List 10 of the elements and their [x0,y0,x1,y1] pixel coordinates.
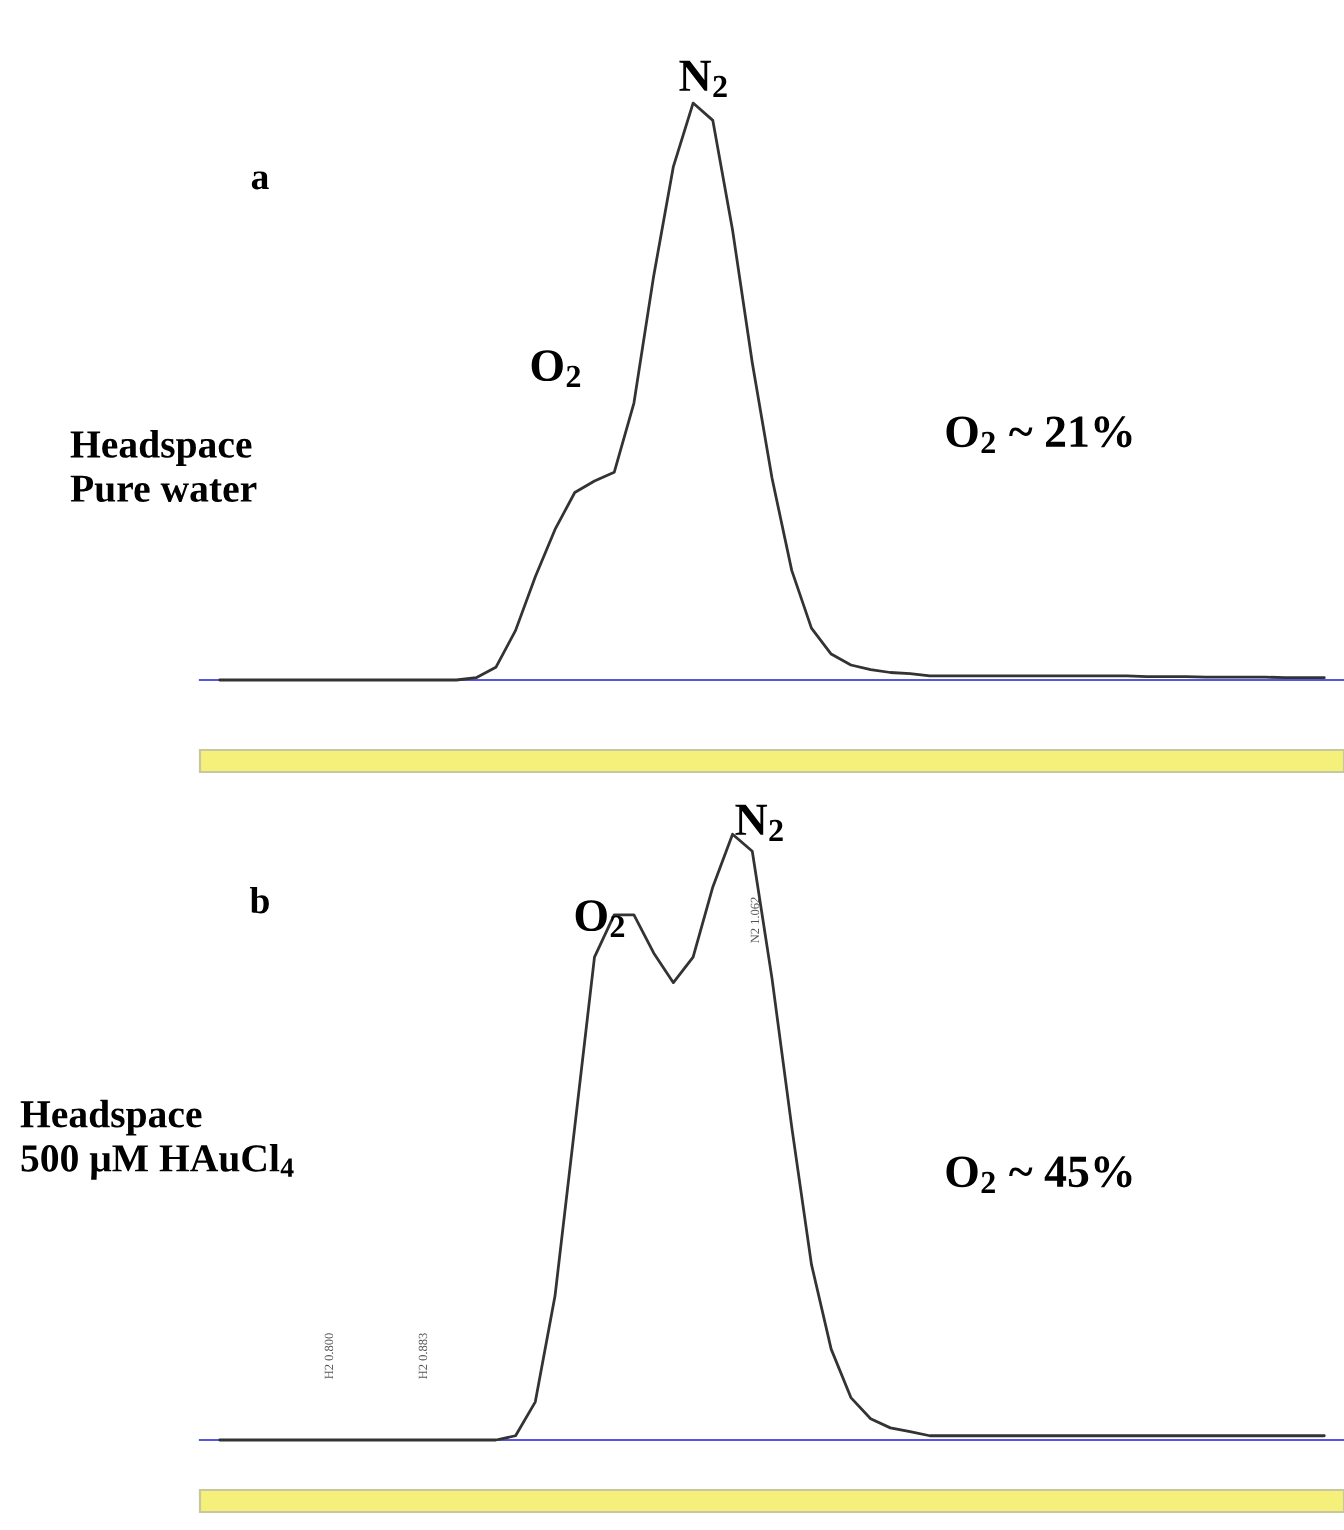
annotation: O$_{2}$ [531,350,581,387]
annotation: N$_{2}$ [735,804,783,842]
annotation: b [250,887,269,914]
text: N$_{2}$ [679,60,727,98]
annotation: O$_{2}$ ~ 21% [946,416,1132,454]
annotation: O$_{2}$ ~ 45% [946,1156,1132,1194]
annotation: Headspace Pure water [70,429,257,503]
annotation: O$_{2}$ [575,900,625,937]
annotation: a [251,171,269,190]
annotation: Headspace 500 μM HAuCl$_{4}$ [20,1099,294,1180]
